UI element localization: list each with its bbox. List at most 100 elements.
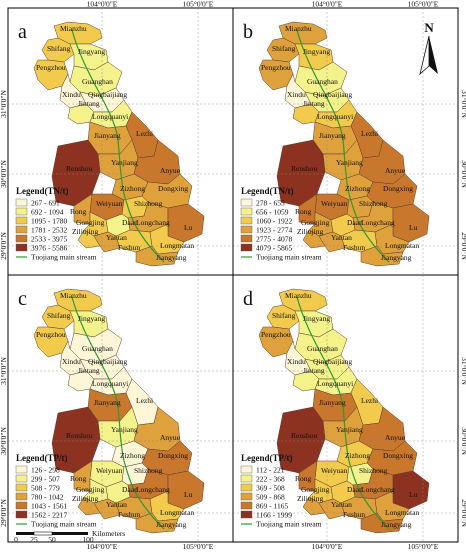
legend-swatch — [15, 474, 28, 483]
region-label: Shizhong — [134, 466, 163, 475]
region-label: Longquanyi — [317, 379, 353, 388]
region-label: Jianyang — [94, 131, 121, 140]
latitude-tick: 30°0'0"N — [460, 427, 466, 455]
region-label: Lezhi — [136, 129, 153, 138]
legend-class-label: 369 - 508 — [256, 484, 285, 493]
legend-swatch — [15, 501, 28, 510]
region-label: Longmatan — [160, 241, 194, 250]
latitude-tick: 29°0'0"N — [460, 232, 466, 260]
region-label: Lu — [409, 490, 418, 499]
latitude-tick: 31°0'0"N — [460, 90, 466, 118]
region-label: Daan — [347, 485, 363, 494]
region-label: Longmatan — [160, 508, 194, 517]
region-label: Longchang — [136, 218, 170, 227]
legend-swatch — [15, 483, 28, 492]
legend-class-label: 1562 - 2217 — [31, 511, 67, 520]
legend-swatch — [15, 225, 28, 234]
region-label: Daan — [122, 485, 138, 494]
region-label: Weiyuan — [321, 466, 348, 475]
legend-swatch — [240, 243, 253, 252]
region-label: Yantan — [331, 233, 352, 242]
region-label: Yantan — [106, 233, 127, 242]
region-label: Jintang — [78, 99, 100, 108]
region-label: Longmatan — [385, 241, 419, 250]
legend-class-label: 656 - 1059 — [256, 208, 289, 217]
legend-swatch — [240, 510, 253, 519]
latitude-tick: 31°0'0"N — [0, 90, 8, 118]
region-label: Fushun — [343, 243, 365, 252]
legend-swatch — [15, 234, 28, 243]
region-label: Gongjing — [301, 218, 330, 227]
region-label: Dongxing — [383, 184, 413, 193]
legend-swatch — [15, 465, 28, 474]
longitude-tick-top: 104°0'0"E — [87, 0, 118, 9]
legend-class-label: 222 - 368 — [256, 475, 285, 484]
latitude-tick: 29°0'0"N — [0, 499, 8, 527]
region-label: Shifang — [272, 44, 296, 53]
region-label: Lezhi — [136, 396, 153, 405]
legend-class-label: 4079 - 5865 — [256, 244, 292, 253]
longitude-tick-bottom: 105°0'0"E — [408, 542, 439, 550]
region-label: Anyue — [160, 433, 181, 442]
region-label: Qingbaijiang — [88, 357, 127, 366]
region-jiangyang — [135, 245, 179, 267]
region-label: Dongxing — [158, 451, 188, 460]
legend-swatch — [240, 198, 253, 207]
region-label: Xindu — [62, 357, 81, 366]
region-label: Yanjiang — [336, 158, 363, 167]
region-label: Longchang — [361, 485, 395, 494]
region-label: Lu — [409, 223, 418, 232]
region-label: Zizhong — [345, 184, 370, 193]
legend-swatch — [240, 474, 253, 483]
scale-bar-label: 50 — [48, 535, 56, 544]
legend-swatch — [15, 207, 28, 216]
region-label: Xindu — [287, 357, 306, 366]
legend-class-label: 267 - 691 — [31, 199, 60, 208]
region-label: Guanghan — [82, 344, 113, 353]
region-label: Lu — [184, 490, 193, 499]
legend-class-label: 1095 - 1780 — [31, 217, 67, 226]
legend-swatch — [15, 198, 28, 207]
panel-letter: a — [18, 21, 27, 43]
map-panel-b: Mianzhu Shifang Jingyang Pengzhou GuanghanXi… — [232, 7, 466, 276]
north-arrow-label: N — [424, 20, 434, 35]
map-panel-a: Mianzhu Shifang Jingyang Pengzhou GuanghanXi… — [0, 7, 234, 276]
region-shifang — [266, 37, 300, 63]
region-label: Lezhi — [361, 396, 378, 405]
tuojiang-main-stream — [296, 29, 390, 263]
legend-swatch — [240, 216, 253, 225]
region-label: Dongxing — [383, 451, 413, 460]
scale-segment — [52, 532, 88, 535]
map-panel-c: Mianzhu Shifang Jingyang Pengzhou GuanghanXi… — [0, 274, 234, 543]
region-label: Daan — [347, 218, 363, 227]
legend-swatch — [240, 501, 253, 510]
panel-letter: c — [18, 288, 27, 310]
legend-swatch — [15, 510, 28, 519]
region-label: Rong — [70, 474, 87, 483]
region-label: Renshou — [291, 431, 318, 440]
region-label: Shizhong — [134, 199, 163, 208]
legend-swatch — [240, 225, 253, 234]
region-ziliujing — [77, 229, 101, 249]
north-arrow-icon: N — [419, 20, 438, 76]
region-jiangyang — [135, 512, 179, 534]
region-label: Renshou — [66, 431, 93, 440]
legend-swatch — [15, 243, 28, 252]
region-label: Mianzhu — [285, 24, 312, 33]
region-label: Longquanyi — [92, 112, 128, 121]
legend-title: Legend(TN/t) — [16, 186, 69, 196]
legend-title: Legend(TP/t) — [16, 453, 68, 463]
region-label: Xindu — [287, 90, 306, 99]
scale-bar-unit: Kilometers — [92, 529, 125, 538]
region-label: Jintang — [78, 366, 100, 375]
latitude-tick: 30°0'0"N — [460, 160, 466, 188]
latitude-tick: 30°0'0"N — [0, 160, 8, 188]
panel-letter: d — [243, 288, 253, 310]
region-label: Dongxing — [158, 184, 188, 193]
region-ziliujing — [77, 496, 101, 516]
region-label: Jintang — [303, 366, 325, 375]
region-ziliujing — [302, 229, 326, 249]
region-label: Anyue — [385, 433, 406, 442]
